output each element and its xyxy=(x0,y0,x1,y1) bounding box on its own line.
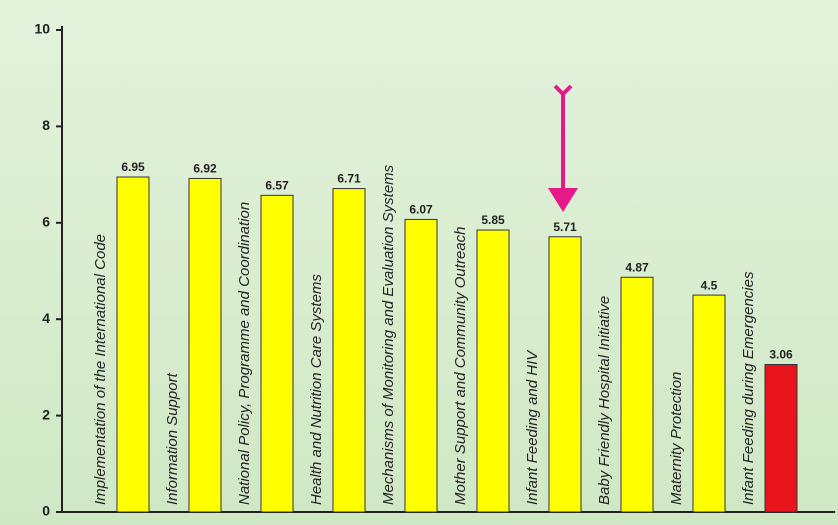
bar xyxy=(404,218,438,513)
category-label: Infant Feeding during Emergencies xyxy=(740,271,757,505)
value-label: 6.57 xyxy=(265,178,289,192)
category-label: Baby Friendly Hospital Initiative xyxy=(596,296,613,505)
value-label: 5.71 xyxy=(553,220,577,234)
value-label: 6.92 xyxy=(193,162,217,176)
y-tick-label: 6 xyxy=(42,214,50,230)
value-label: 4.87 xyxy=(625,260,649,274)
category-label: National Policy, Programme and Coordinat… xyxy=(236,202,253,505)
bar xyxy=(332,188,366,513)
value-label: 4.5 xyxy=(701,278,718,292)
y-tick-label: 4 xyxy=(42,310,50,326)
value-label: 6.71 xyxy=(337,172,361,186)
bar xyxy=(692,294,726,513)
value-label: 5.85 xyxy=(481,213,505,227)
category-label: Infant Feeding and HIV xyxy=(524,349,541,505)
value-label: 6.95 xyxy=(121,160,145,174)
category-label: Maternity Protection xyxy=(668,372,685,505)
category-label: Implementation of the International Code xyxy=(92,234,109,505)
bar xyxy=(188,177,222,513)
category-label: Health and Nutrition Care Systems xyxy=(308,274,325,505)
bar xyxy=(764,364,798,513)
bar xyxy=(548,236,582,513)
category-label: Mother Support and Community Outreach xyxy=(452,227,469,505)
category-label: Information Support xyxy=(164,372,181,505)
bar xyxy=(476,229,510,513)
bar xyxy=(620,276,654,513)
category-label: Mechanisms of Monitoring and Evaluation … xyxy=(380,164,397,505)
y-tick-label: 8 xyxy=(42,117,50,133)
value-label: 3.06 xyxy=(769,348,793,362)
value-label: 6.07 xyxy=(409,203,433,217)
bar xyxy=(260,194,294,513)
y-tick-label: 10 xyxy=(34,21,50,37)
pointer-arrow xyxy=(548,84,578,212)
bar xyxy=(116,176,150,513)
y-tick-label: 0 xyxy=(42,503,50,519)
y-tick-label: 2 xyxy=(42,406,50,422)
